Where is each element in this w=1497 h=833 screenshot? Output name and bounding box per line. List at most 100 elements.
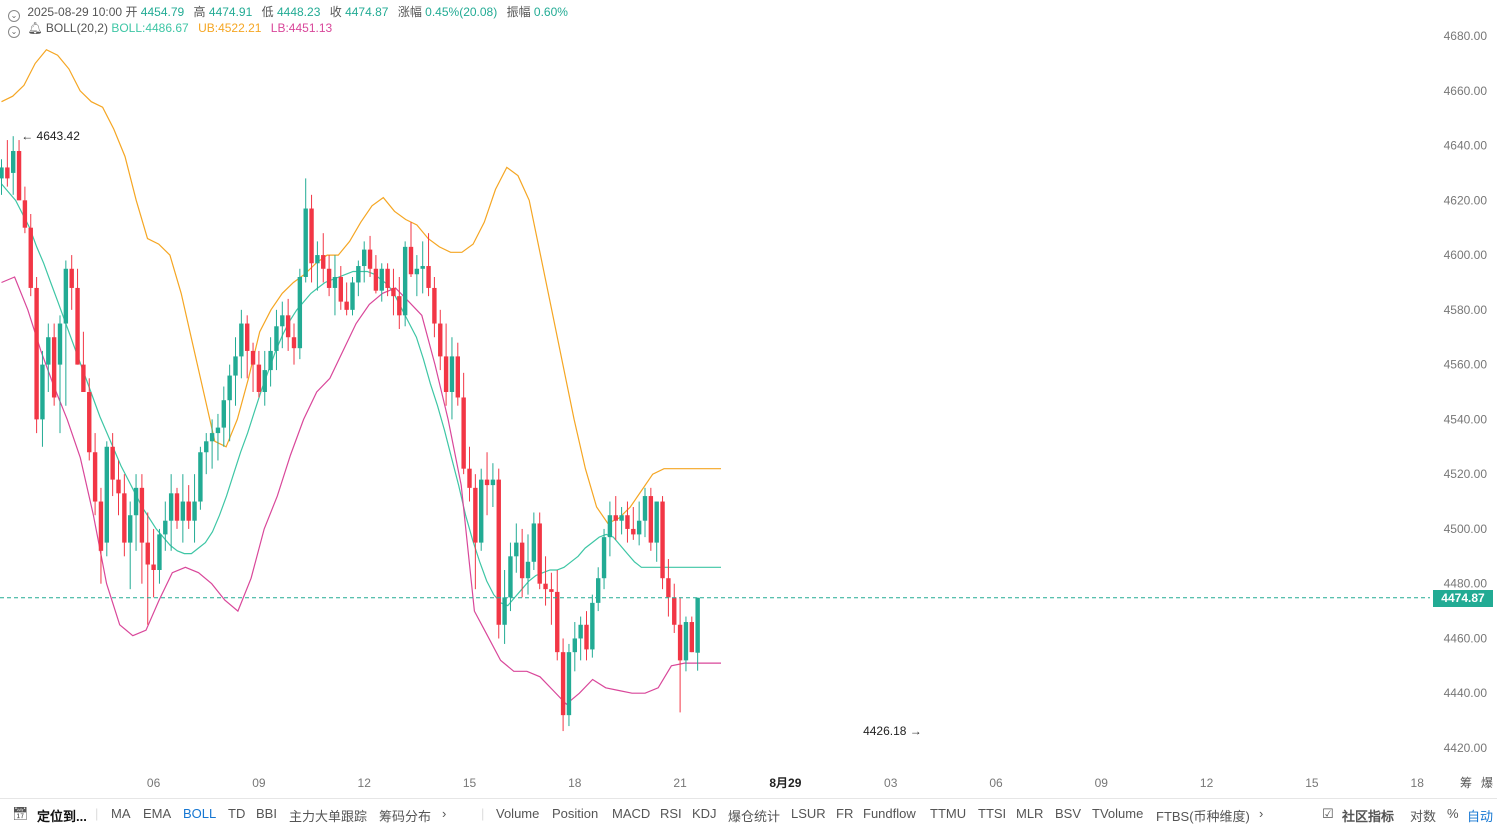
candle-body <box>666 578 671 598</box>
candle-body <box>408 246 414 275</box>
candle-body <box>555 591 560 653</box>
candle-body <box>467 468 472 488</box>
indicator-lsur[interactable]: LSUR <box>791 806 826 821</box>
candle-body <box>98 501 104 551</box>
indicator-fundflow[interactable]: Fundflow <box>863 806 916 821</box>
candle-body <box>0 167 4 179</box>
candle-body <box>163 520 168 535</box>
candle-body <box>145 542 150 565</box>
candle-body <box>479 479 484 543</box>
boll-mid-line <box>1 183 721 607</box>
candle-body <box>69 268 74 288</box>
indicator-mlr[interactable]: MLR <box>1016 806 1044 821</box>
boll-upper-band <box>1 48 721 525</box>
indicator-ema[interactable]: EMA <box>143 806 172 821</box>
candle-body <box>461 397 466 469</box>
calendar-icon[interactable]: 📅︎ <box>12 806 29 821</box>
candle-body <box>157 534 162 570</box>
indicator-bsv[interactable]: BSV <box>1055 806 1082 821</box>
chevron-right-icon[interactable]: › <box>1259 806 1264 821</box>
candle-body <box>81 364 86 392</box>
candle-body <box>590 602 595 650</box>
log-scale-toggle[interactable]: 对数 <box>1410 809 1437 824</box>
candlestick-chart[interactable]: 4680.00 4660.00 4640.00 4620.00 4600.00 4580.… <box>0 0 1497 798</box>
divider: | <box>95 806 99 821</box>
indicator-position[interactable]: Position <box>552 806 599 821</box>
candle-body <box>443 356 449 392</box>
candle-body <box>367 249 373 269</box>
candle-body <box>87 392 92 453</box>
candle-body <box>46 337 51 365</box>
community-icon[interactable]: ☑ <box>1322 806 1334 821</box>
open-value: 4454.79 <box>140 5 185 19</box>
candle-body <box>379 268 384 291</box>
indicator-rsi[interactable]: RSI <box>660 806 682 821</box>
indicator-ftbs[interactable]: FTBS(币种维度) <box>1156 809 1250 824</box>
indicator-main-order[interactable]: 主力大单跟踪 <box>289 809 368 824</box>
amplitude-value: 0.60% <box>533 5 568 19</box>
amplitude-label: 振幅 <box>506 5 531 19</box>
collapse-icon[interactable]: ⌄ <box>8 26 20 38</box>
indicator-ttsi[interactable]: TTSI <box>978 806 1007 821</box>
candle-body <box>297 276 303 349</box>
candle-body <box>227 375 232 401</box>
x-tick-label: 15 <box>1305 776 1319 790</box>
chevron-right-icon[interactable]: › <box>442 806 447 821</box>
candle-body <box>16 151 22 201</box>
candle-body <box>654 501 659 543</box>
candle-body <box>449 356 455 392</box>
x-tick-label: 15 <box>463 776 477 790</box>
indicator-td[interactable]: TD <box>228 806 246 821</box>
bell-icon[interactable]: 🔔︎ <box>27 21 43 35</box>
candle-body <box>455 356 460 398</box>
candle-body <box>636 520 642 535</box>
collapse-icon[interactable]: ⌄ <box>8 10 20 22</box>
community-indicators-button[interactable]: 社区指标 <box>1342 809 1395 824</box>
candle-body <box>75 287 80 365</box>
candle-body <box>133 487 139 516</box>
indicator-chip[interactable]: 筹码分布 <box>379 809 432 824</box>
indicator-volume[interactable]: Volume <box>496 806 540 821</box>
auto-scale-toggle[interactable]: 自动 <box>1467 809 1494 824</box>
indicator-kdj[interactable]: KDJ <box>692 806 717 821</box>
indicator-ma[interactable]: MA <box>111 806 131 821</box>
indicator-fr[interactable]: FR <box>836 806 854 821</box>
candle-body <box>402 246 408 316</box>
indicator-ttmu[interactable]: TTMU <box>930 806 967 821</box>
candle-body <box>309 208 314 264</box>
x-tick-label: 12 <box>358 776 372 790</box>
x-tick-label: 18 <box>1411 776 1425 790</box>
indicator-boll[interactable]: BOLL <box>183 806 217 821</box>
candle-body <box>332 276 338 288</box>
y-tick-label: 4600.00 <box>1444 248 1488 262</box>
candle-body <box>11 151 16 173</box>
last-price-tag: 4474.87 <box>1433 589 1493 607</box>
candle-body <box>531 523 537 562</box>
candle-body <box>268 350 273 371</box>
indicator-liquidation[interactable]: 爆仓统计 <box>728 809 781 824</box>
ohlc-header: ⌄ 2025-08-29 10:00 开 4454.79 高 4474.91 低… <box>8 3 574 22</box>
candle-body <box>326 268 332 288</box>
boll-label[interactable]: BOLL(20,2) <box>45 21 108 35</box>
low-value: 4448.23 <box>276 5 321 19</box>
candle-body <box>256 364 262 392</box>
x-tick-label: 06 <box>989 776 1003 790</box>
candle-body <box>584 624 589 650</box>
x-tick-label: 09 <box>1095 776 1109 790</box>
candle-body <box>315 255 320 264</box>
candle-body <box>321 255 326 269</box>
indicator-tvolume[interactable]: TVolume <box>1092 806 1144 821</box>
indicator-bbi[interactable]: BBI <box>256 806 277 821</box>
percent-scale-toggle[interactable]: % <box>1447 806 1459 821</box>
candle-body <box>245 323 250 351</box>
candle-body <box>280 315 285 327</box>
candle-body <box>104 446 109 543</box>
y-tick-label: 4520.00 <box>1444 467 1488 481</box>
indicator-macd[interactable]: MACD <box>612 806 651 821</box>
change-label: 涨幅 <box>397 5 422 19</box>
y-tick-label: 4440.00 <box>1444 686 1488 700</box>
locate-button[interactable]: 定位到... <box>37 809 87 824</box>
x-tick-label: 12 <box>1200 776 1214 790</box>
y-tick-label: 4540.00 <box>1444 412 1488 426</box>
candle-body <box>648 496 654 543</box>
